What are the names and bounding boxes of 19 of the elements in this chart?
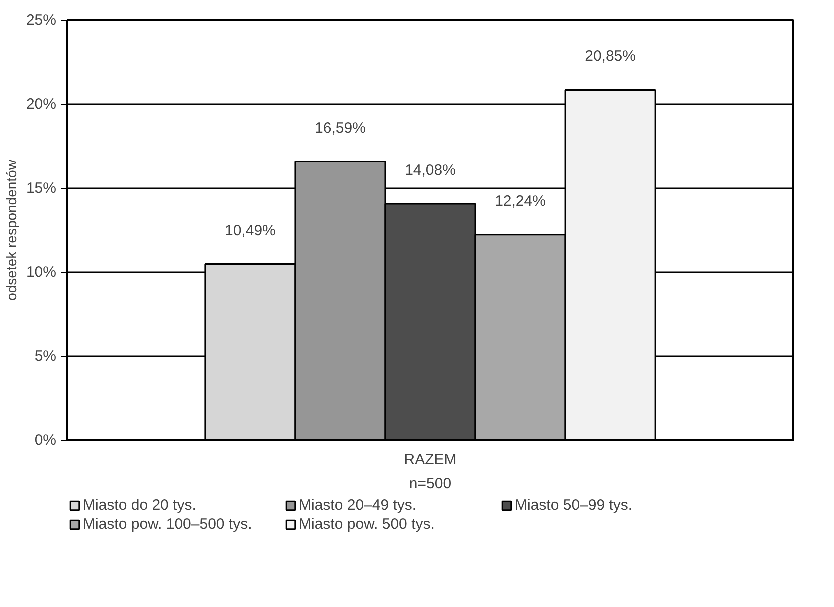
data-label: 14,08% bbox=[405, 162, 456, 179]
y-tick-label: 25% bbox=[26, 12, 57, 29]
legend-label: Miasto 20–49 tys. bbox=[299, 497, 418, 514]
data-label: 16,59% bbox=[315, 120, 366, 137]
legend-label: Miasto do 20 tys. bbox=[83, 497, 198, 514]
legend-label: Miasto pow. 100–500 tys. bbox=[83, 516, 254, 533]
y-tick-label: 10% bbox=[26, 264, 57, 281]
y-tick-label: 5% bbox=[34, 348, 57, 365]
legend-label: Miasto pow. 500 tys. bbox=[299, 516, 436, 533]
y-tick-label: 0% bbox=[34, 432, 57, 449]
y-axis-title: odsetek respondentów bbox=[3, 159, 20, 301]
legend-label: Miasto 50–99 tys. bbox=[515, 497, 634, 514]
y-tick-label: 15% bbox=[26, 180, 57, 197]
data-label: 12,24% bbox=[495, 192, 546, 210]
x-tick-label: RAZEM bbox=[404, 452, 457, 468]
x-axis-title: n=500 bbox=[409, 476, 452, 492]
y-tick-label: 20% bbox=[26, 96, 57, 113]
data-label: 10,49% bbox=[225, 222, 276, 240]
data-label: 20,85% bbox=[585, 48, 636, 66]
